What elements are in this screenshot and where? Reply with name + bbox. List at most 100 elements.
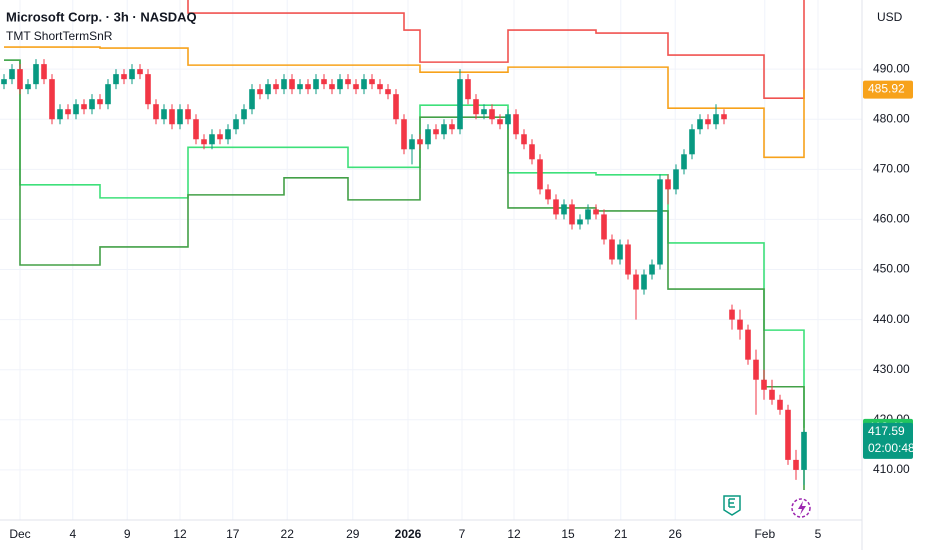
candle-body <box>193 119 199 140</box>
candle-body <box>569 204 575 225</box>
candle-body <box>537 159 543 190</box>
candle-body <box>433 129 439 135</box>
x-tick-label: 5 <box>815 527 822 541</box>
candle-body <box>137 69 143 75</box>
candle-body <box>329 84 335 90</box>
plot-area <box>1 0 807 490</box>
candle-body <box>81 104 87 110</box>
x-tick-label: 9 <box>124 527 131 541</box>
candle-body <box>105 84 111 105</box>
candle-body <box>793 459 799 470</box>
candle-body <box>689 129 695 155</box>
candle-body <box>737 319 743 330</box>
x-tick-label: 4 <box>69 527 76 541</box>
candle-body <box>449 124 455 130</box>
candle-body <box>1 79 7 85</box>
candle-body <box>625 244 631 275</box>
x-tick-label: 17 <box>226 527 240 541</box>
candle-body <box>25 84 31 90</box>
y-tick-label: 480.00 <box>873 111 910 125</box>
candle-body <box>305 84 311 90</box>
candle-body <box>497 119 503 125</box>
candle-body <box>369 79 375 85</box>
x-tick-label: 12 <box>173 527 187 541</box>
candle-body <box>41 64 47 80</box>
event-bolt <box>798 501 806 515</box>
candle-body <box>177 109 183 125</box>
chart-title: Microsoft Corp. · 3h · NASDAQ <box>6 9 197 24</box>
candle-body <box>385 89 391 95</box>
candle-body <box>209 134 215 145</box>
candle-body <box>417 139 423 145</box>
price-tag-label: 417.59 <box>868 424 905 438</box>
candle-body <box>233 119 239 130</box>
candle-body <box>129 69 135 80</box>
candle-body <box>9 69 15 80</box>
candle-body <box>225 129 231 140</box>
candle-body <box>73 104 79 115</box>
x-tick-label: Dec <box>9 527 30 541</box>
earnings-icon[interactable] <box>723 495 741 516</box>
x-tick-label: 22 <box>281 527 295 541</box>
candle-body <box>649 264 655 275</box>
candle-body <box>553 199 559 215</box>
candle-body <box>561 204 567 215</box>
x-tick-label: 29 <box>346 527 360 541</box>
earnings-letter <box>728 498 735 508</box>
price-tag <box>863 80 913 99</box>
candle-body <box>297 84 303 90</box>
level-line <box>4 59 805 490</box>
y-tick-label: 410.00 <box>873 462 910 476</box>
candle-body <box>769 389 775 400</box>
candle-body <box>161 109 167 120</box>
x-tick-label: 26 <box>669 527 683 541</box>
y-tick-label: 430.00 <box>873 362 910 376</box>
level-line <box>187 0 805 99</box>
grid <box>0 0 862 520</box>
candle-body <box>169 109 175 125</box>
candle-body <box>505 114 511 125</box>
candle-body <box>409 139 415 150</box>
candle-body <box>33 64 39 85</box>
x-tick-label: 15 <box>561 527 575 541</box>
candle-body <box>145 74 151 105</box>
candle-body <box>265 84 271 95</box>
candle-body <box>609 239 615 260</box>
candle-body <box>513 114 519 135</box>
candle-body <box>185 109 191 120</box>
candle-body <box>97 99 103 105</box>
candle-body <box>529 144 535 160</box>
event-icon[interactable] <box>791 498 811 518</box>
y-tick-label: 470.00 <box>873 161 910 175</box>
candle-body <box>401 119 407 150</box>
currency: USD <box>877 10 903 24</box>
candle-body <box>457 79 463 130</box>
candle-body <box>713 114 719 125</box>
candle-body <box>257 89 263 95</box>
x-tick-label: 7 <box>459 527 466 541</box>
candle-body <box>313 79 319 90</box>
candle-body <box>321 79 327 85</box>
indicator-name: TMT ShortTermSnR <box>6 29 113 43</box>
candle-body <box>393 94 399 120</box>
axes: 410.00420.00430.00440.00450.00460.00470.… <box>9 61 915 541</box>
candle-body <box>89 99 95 110</box>
candle-body <box>153 104 159 120</box>
x-tick-label: 2026 <box>395 527 422 541</box>
price-tag-countdown: 02:00:48 <box>868 441 915 455</box>
price-tag <box>863 422 913 459</box>
candle-body <box>481 109 487 115</box>
candle-body <box>201 139 207 145</box>
x-tick-label: 12 <box>507 527 521 541</box>
candle-body <box>281 79 287 90</box>
candle-body <box>745 329 751 360</box>
candle-body <box>729 309 735 320</box>
candle-body <box>681 154 687 170</box>
candle-body <box>721 114 727 120</box>
candle-body <box>345 79 351 85</box>
candle-body <box>337 79 343 90</box>
candle-body <box>705 119 711 125</box>
candle-body <box>593 209 599 215</box>
candle-body <box>633 274 639 290</box>
candle-body <box>785 409 791 460</box>
